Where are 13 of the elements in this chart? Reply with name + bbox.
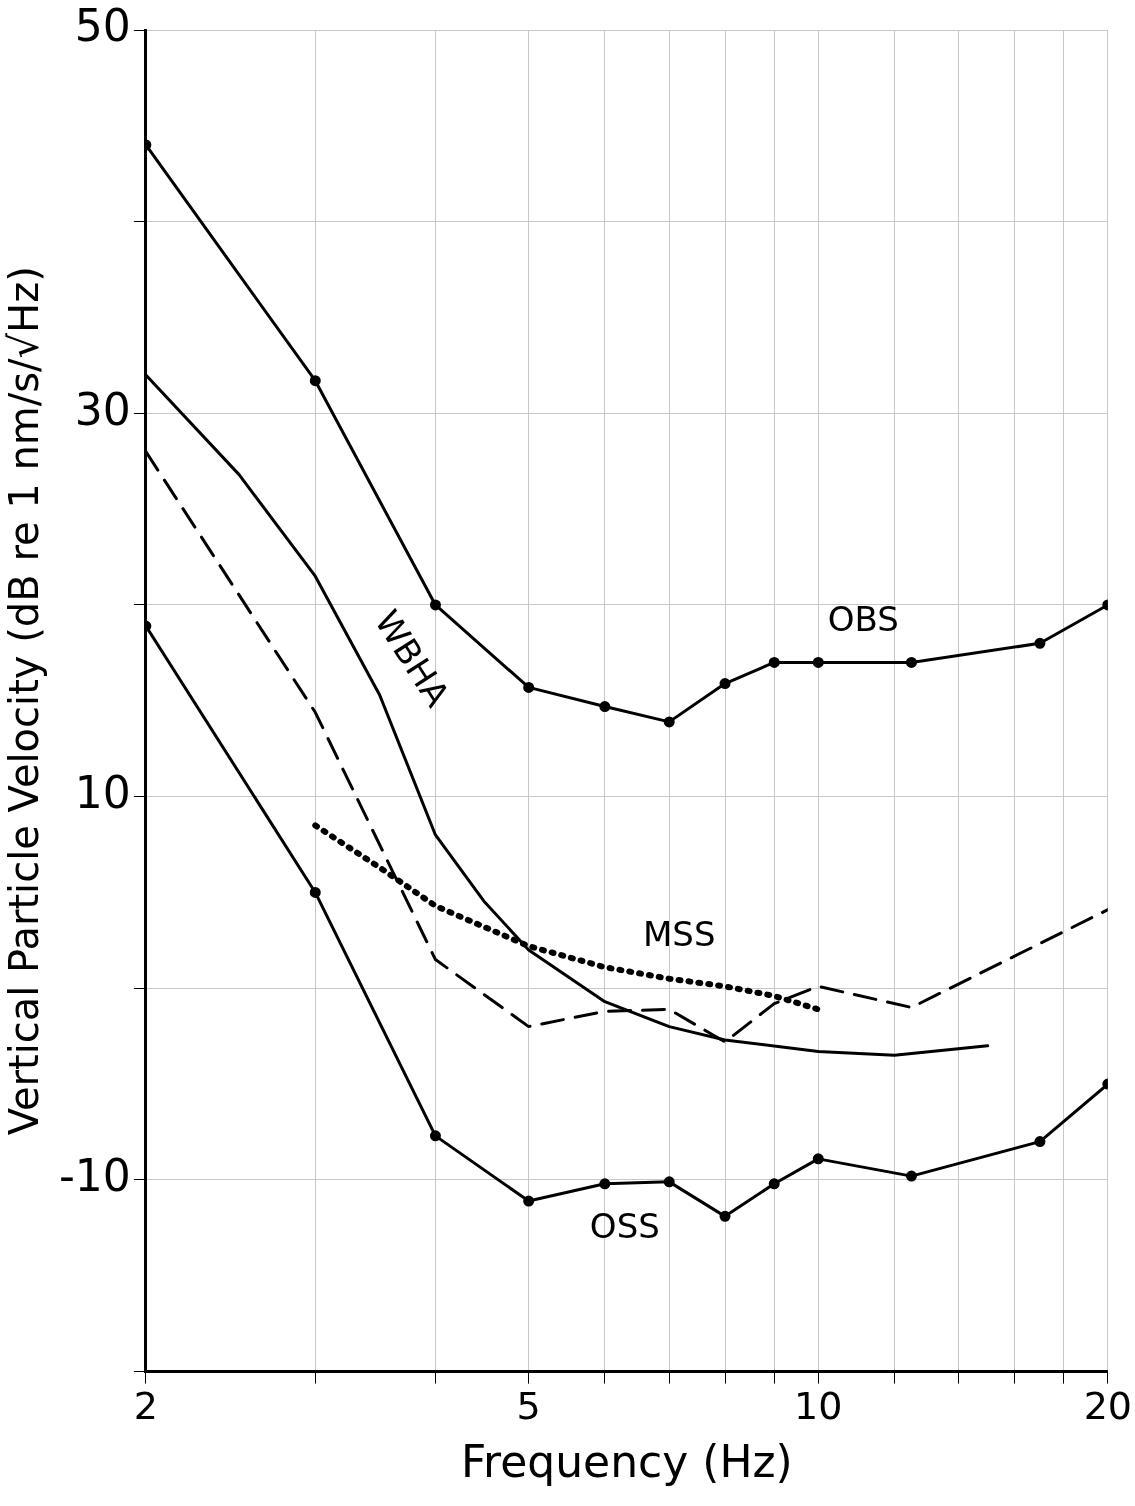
series-label: OSS: [589, 1205, 660, 1246]
x-axis-title: Frequency (Hz): [460, 1436, 793, 1488]
x-tick-label: 20: [1083, 1384, 1132, 1429]
x-tick-label: 10: [794, 1384, 843, 1429]
y-tick-label: -10: [58, 1150, 131, 1202]
y-tick-label: 50: [74, 0, 131, 52]
x-tick-label: 5: [516, 1384, 541, 1429]
y-tick-label: 10: [74, 767, 131, 819]
x-tick-label: 2: [133, 1384, 158, 1429]
y-axis-title: Vertical Particle Velocity (dB re 1 nm/s/√Hz): [1, 266, 48, 1136]
series-label: MSS: [642, 913, 716, 954]
series-label: OBS: [827, 599, 899, 640]
y-tick-label: 30: [74, 383, 131, 435]
